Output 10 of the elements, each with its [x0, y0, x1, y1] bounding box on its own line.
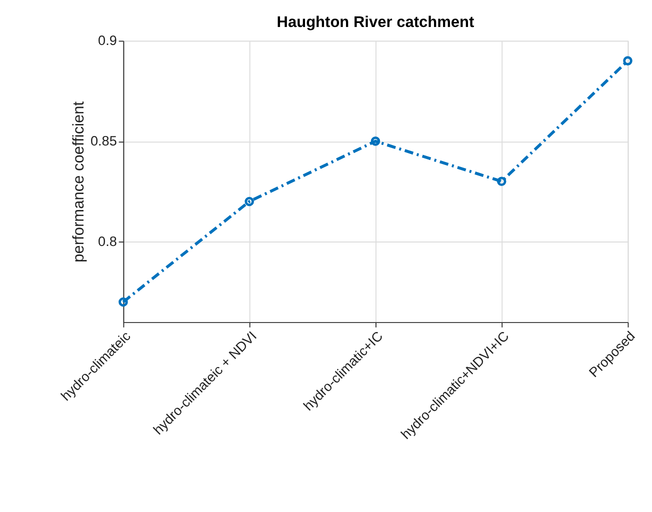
point	[623, 56, 632, 66]
point	[496, 176, 506, 186]
y-axis-title: performance coefficient	[70, 100, 88, 262]
y-tick-label: 0.9	[98, 33, 117, 48]
y-tick-label: 0.8	[98, 234, 117, 250]
point	[118, 297, 128, 307]
y-tick-label: 0.85	[90, 134, 117, 149]
chart-title: Haughton River catchment	[276, 14, 474, 32]
point	[370, 136, 380, 146]
point	[244, 196, 254, 206]
